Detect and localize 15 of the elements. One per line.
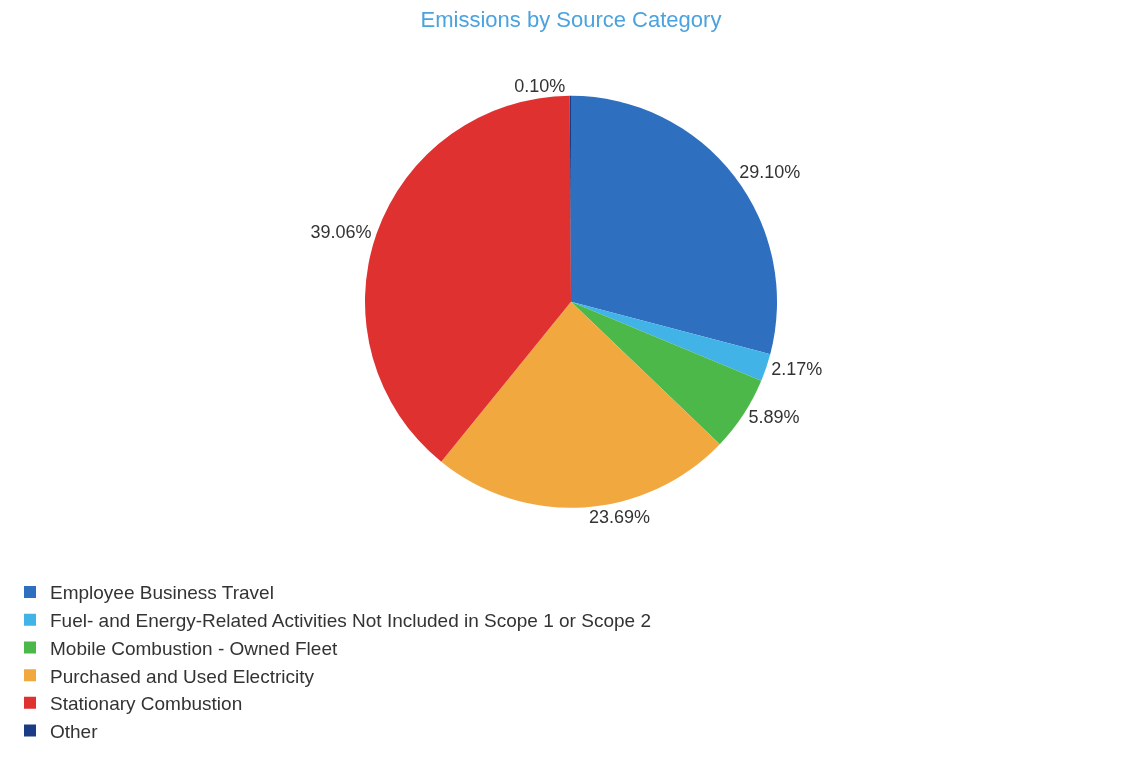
legend-label: Stationary Combustion [50,693,243,715]
data-label: 39.06% [310,222,372,243]
legend-label: Fuel- and Energy-Related Activities Not Included in Scope 1 or Scope 2 [50,610,651,632]
legend-label: Employee Business Travel [50,582,274,604]
data-label: 29.10% [739,162,801,183]
chart-title: Emissions by Source Category [420,6,722,32]
data-label: 0.10% [514,75,566,96]
data-label: 23.69% [588,507,650,528]
legend-label: Other [50,720,99,742]
data-label: 5.89% [748,407,800,428]
legend-label: Purchased and Used Electricity [50,665,315,687]
data-label: 2.17% [771,358,823,379]
pie-slice [571,301,771,381]
legend-label: Mobile Combustion - Owned Fleet [50,637,338,659]
pie-slice [441,301,720,508]
